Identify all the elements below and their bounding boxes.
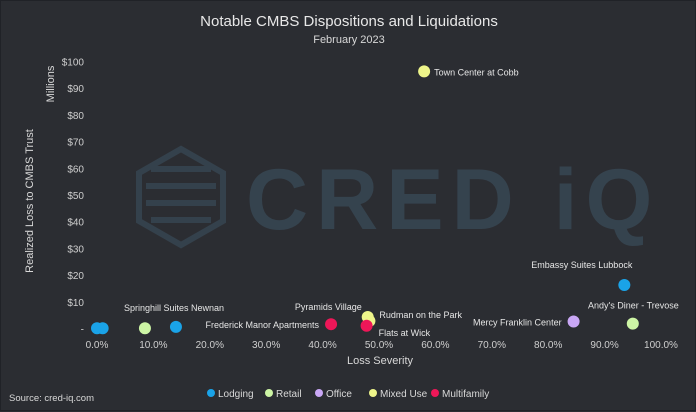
y-axis-label: Realized Loss to CMBS Trust bbox=[24, 129, 36, 273]
y-tick-label: $80 bbox=[67, 111, 84, 122]
y-tick-label: $30 bbox=[67, 244, 84, 255]
point-label: Springhill Suites Newnan bbox=[124, 303, 224, 313]
data-point-retail[interactable] bbox=[138, 322, 151, 335]
x-tick-label: 70.0% bbox=[478, 340, 506, 351]
y-tick-label: $60 bbox=[67, 164, 84, 175]
x-tick-label: 60.0% bbox=[421, 340, 449, 351]
legend-marker bbox=[207, 389, 215, 397]
y-axis-unit-label: Millions bbox=[45, 65, 57, 102]
legend-entry-mixed-use[interactable]: Mixed Use bbox=[380, 389, 428, 400]
y-tick-label: $90 bbox=[67, 84, 84, 95]
point-label: Town Center at Cobb bbox=[434, 67, 519, 77]
data-point-lodging[interactable] bbox=[96, 322, 109, 335]
point-label: Embassy Suites Lubbock bbox=[531, 260, 633, 270]
x-axis-label: Loss Severity bbox=[347, 355, 414, 367]
data-point-lodging[interactable] bbox=[618, 278, 631, 291]
data-point-multifamily[interactable] bbox=[325, 318, 338, 331]
point-label: Rudman on the Park bbox=[379, 310, 462, 320]
y-tick-label: $10 bbox=[67, 298, 84, 309]
data-point-lodging[interactable] bbox=[169, 320, 182, 333]
source-note: Source: cred-iq.com bbox=[9, 393, 94, 404]
x-tick-label: 20.0% bbox=[196, 340, 224, 351]
x-tick-label: 100.0% bbox=[644, 340, 678, 351]
x-tick-labels: 0.0% 10.0% 20.0% 30.0% 40.0% 50.0% 60.0% 70.0% 8… bbox=[86, 340, 678, 351]
data-point-retail[interactable] bbox=[626, 317, 639, 330]
point-label: Pyramids Village bbox=[295, 302, 362, 312]
chart-title: Notable CMBS Dispositions and Liquidatio… bbox=[200, 13, 498, 30]
point-label: Flats at Wick bbox=[379, 328, 431, 338]
legend-entry-lodging[interactable]: Lodging bbox=[218, 389, 254, 400]
y-tick-label: $70 bbox=[67, 138, 84, 149]
legend-marker bbox=[431, 389, 439, 397]
legend-entry-retail[interactable]: Retail bbox=[276, 389, 302, 400]
legend-marker bbox=[265, 389, 273, 397]
data-point-multifamily[interactable] bbox=[360, 319, 373, 332]
x-tick-label: 10.0% bbox=[139, 340, 167, 351]
y-tick-label: $40 bbox=[67, 218, 84, 229]
point-label: Andy's Diner - Trevose bbox=[588, 301, 679, 311]
data-points bbox=[91, 65, 639, 335]
x-tick-label: 40.0% bbox=[308, 340, 336, 351]
legend-entry-office[interactable]: Office bbox=[326, 389, 352, 400]
legend-marker bbox=[315, 389, 323, 397]
x-tick-label: 50.0% bbox=[365, 340, 393, 351]
y-tick-label: $50 bbox=[67, 191, 84, 202]
y-tick-label: - bbox=[81, 325, 84, 336]
point-label: Frederick Manor Apartments bbox=[206, 320, 320, 330]
point-labels: Springhill Suites Newnan Embassy Suites L… bbox=[124, 67, 679, 337]
legend: Lodging Retail Office Mixed Use Multifamily bbox=[207, 389, 489, 400]
legend-marker bbox=[369, 389, 377, 397]
x-tick-label: 80.0% bbox=[534, 340, 562, 351]
watermark-logo-icon bbox=[136, 145, 226, 249]
y-tick-label: $20 bbox=[67, 271, 84, 282]
legend-entry-multifamily[interactable]: Multifamily bbox=[442, 389, 489, 400]
data-point-office[interactable] bbox=[567, 315, 580, 328]
x-tick-label: 90.0% bbox=[590, 340, 618, 351]
chart-subtitle: February 2023 bbox=[313, 34, 385, 46]
y-tick-label: $100 bbox=[62, 58, 85, 69]
x-tick-label: 0.0% bbox=[86, 340, 109, 351]
watermark: CRED iQ bbox=[136, 145, 660, 249]
data-point-mixed-use[interactable] bbox=[418, 65, 431, 78]
point-label: Mercy Franklin Center bbox=[473, 318, 562, 328]
x-tick-label: 30.0% bbox=[252, 340, 280, 351]
watermark-text: CRED iQ bbox=[246, 152, 660, 248]
y-tick-labels: - $10 $20 $30 $40 $50 $60 $70 $80 $90 $100 bbox=[62, 58, 85, 336]
